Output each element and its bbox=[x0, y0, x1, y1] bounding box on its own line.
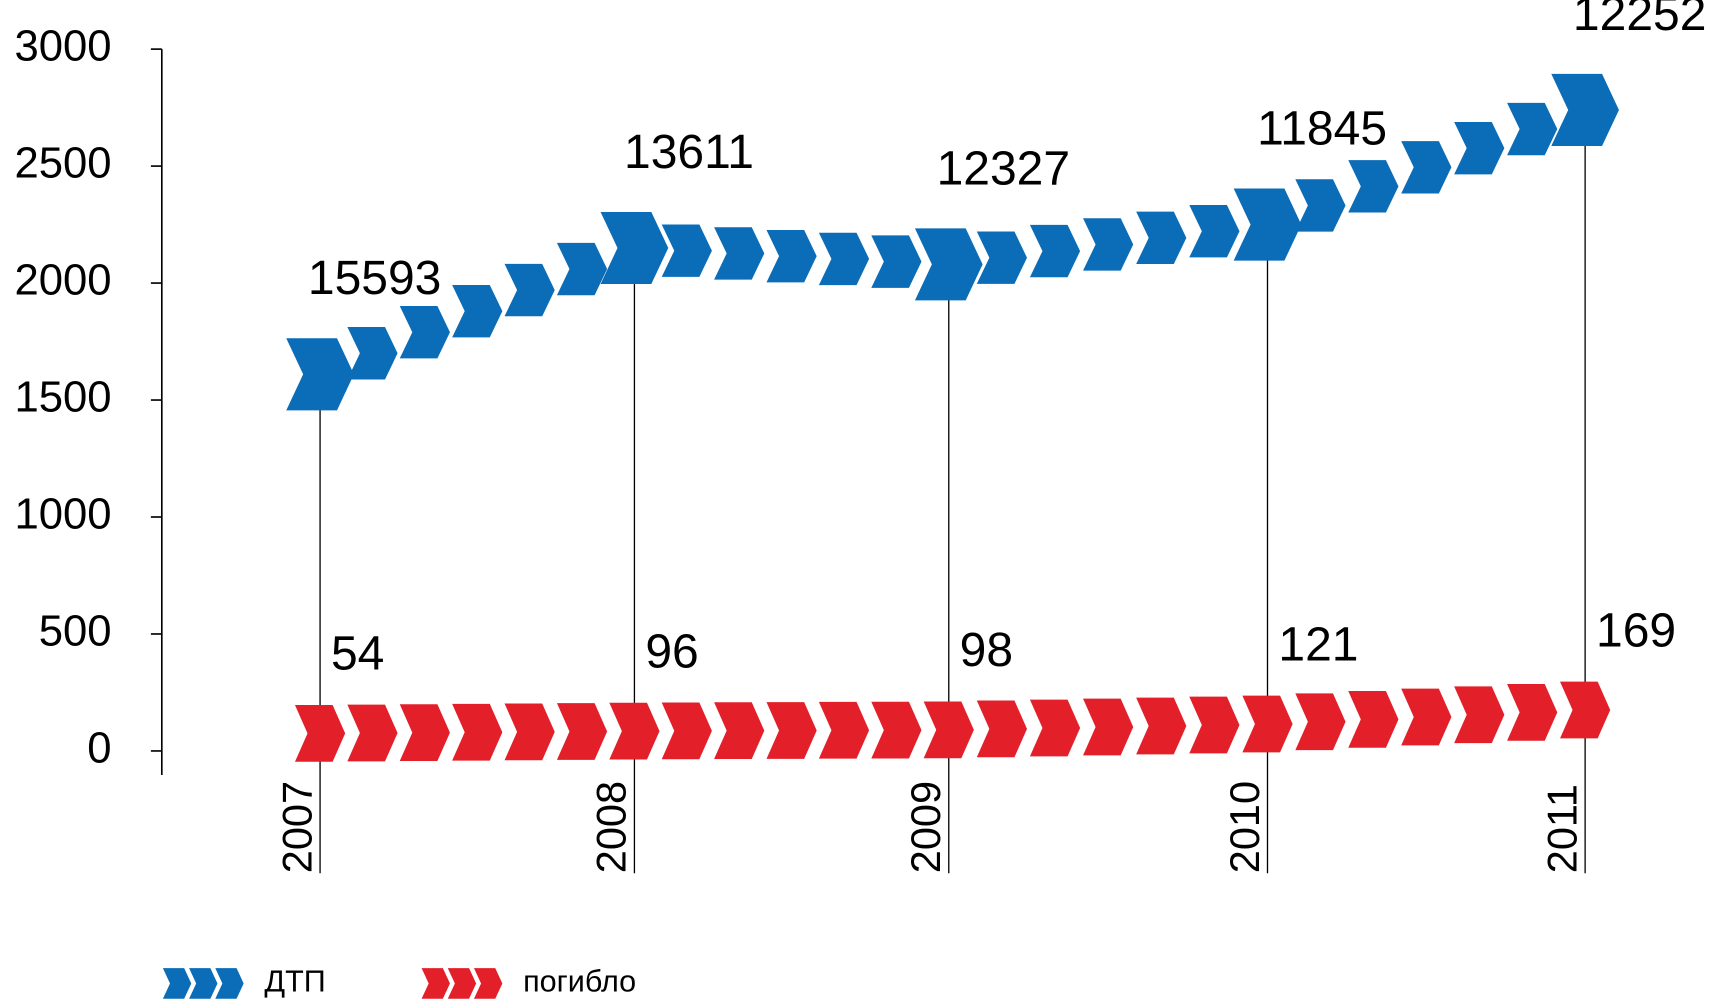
chevron-fill bbox=[1083, 698, 1134, 756]
point-label: 98 bbox=[960, 624, 1013, 677]
point-label: 54 bbox=[331, 628, 384, 681]
point-label: 121 bbox=[1278, 618, 1358, 671]
chevron-point bbox=[294, 705, 346, 762]
chevron-fill bbox=[347, 704, 398, 762]
chevron-fill bbox=[871, 701, 922, 759]
chevron-fill bbox=[1083, 218, 1134, 271]
chevron-fill bbox=[871, 235, 922, 288]
legend-swatch bbox=[189, 968, 218, 999]
chevron-fill bbox=[766, 229, 817, 283]
chevron-fill bbox=[452, 703, 503, 761]
chevron-fill bbox=[504, 263, 555, 317]
chevron-point bbox=[923, 701, 974, 759]
point-label: 15593 bbox=[308, 252, 442, 305]
legend-label: ДТП bbox=[264, 965, 325, 999]
chevron-fill bbox=[1401, 141, 1452, 194]
y-tick-label: 2500 bbox=[14, 139, 111, 188]
point-label: 12327 bbox=[937, 142, 1071, 195]
point-label: 12252 bbox=[1573, 0, 1707, 41]
chevron-fill bbox=[1029, 699, 1081, 757]
chevron-fill bbox=[1136, 211, 1187, 265]
chevron-fill bbox=[1507, 683, 1558, 741]
y-tick-label: 500 bbox=[39, 607, 112, 656]
chevron-fill bbox=[556, 242, 608, 296]
point-label: 169 bbox=[1596, 604, 1676, 657]
chevron-fill bbox=[1029, 224, 1081, 278]
chevron-fill bbox=[1348, 690, 1399, 748]
chevron-fill bbox=[661, 224, 712, 277]
x-tick-label: 2007 bbox=[273, 781, 320, 873]
x-tick-label: 2011 bbox=[1538, 784, 1585, 873]
chevron-point bbox=[914, 228, 983, 301]
chevron-fill bbox=[818, 232, 870, 286]
chevron-point bbox=[1560, 681, 1611, 739]
chevron-point bbox=[609, 702, 660, 760]
x-tick-label: 2010 bbox=[1221, 781, 1268, 873]
chevron-fill bbox=[399, 704, 450, 762]
point-label: 96 bbox=[645, 625, 698, 678]
y-tick-label: 3000 bbox=[14, 22, 111, 71]
y-tick-label: 1500 bbox=[14, 373, 111, 422]
chevron-fill bbox=[818, 701, 870, 759]
chevron-point bbox=[1233, 188, 1302, 261]
legend-label: погибло bbox=[523, 965, 636, 999]
chevron-fill bbox=[976, 700, 1028, 758]
y-tick-label: 0 bbox=[87, 723, 111, 772]
chevron-fill bbox=[1348, 160, 1399, 213]
chevron-fill bbox=[1136, 697, 1187, 755]
chevron-fill bbox=[1401, 688, 1452, 746]
chevron-fill bbox=[661, 702, 712, 760]
chevron-fill bbox=[714, 702, 765, 760]
y-tick-label: 1000 bbox=[14, 490, 111, 539]
chevron-fill bbox=[1189, 696, 1240, 754]
chevron-fill bbox=[1295, 693, 1346, 751]
chevron-fill bbox=[1454, 686, 1505, 744]
chevron-fill bbox=[504, 703, 555, 761]
y-tick-label: 2000 bbox=[14, 256, 111, 305]
chevron-point bbox=[600, 211, 669, 284]
chevron-point bbox=[286, 338, 354, 411]
x-tick-label: 2009 bbox=[902, 781, 949, 873]
chevron-fill bbox=[1507, 102, 1558, 156]
chevron-point bbox=[1242, 695, 1293, 753]
chevron-fill bbox=[1295, 179, 1346, 232]
chevron-fill bbox=[452, 284, 503, 338]
point-label: 13611 bbox=[624, 126, 754, 179]
legend-swatch bbox=[473, 968, 503, 999]
chevron-fill bbox=[976, 231, 1028, 284]
point-label: 11845 bbox=[1257, 102, 1387, 155]
chevron-fill bbox=[347, 327, 398, 380]
chevron-fill bbox=[766, 702, 817, 759]
chevron-fill bbox=[399, 305, 450, 359]
legend-swatch bbox=[447, 968, 477, 999]
x-tick-label: 2008 bbox=[588, 781, 635, 873]
chevron-fill bbox=[1454, 121, 1505, 175]
chevron-point bbox=[1551, 73, 1619, 146]
legend-swatch bbox=[162, 968, 192, 999]
legend-swatch bbox=[421, 968, 450, 999]
chevron-fill bbox=[714, 227, 765, 280]
legend-swatch bbox=[215, 968, 244, 999]
chevron-fill bbox=[556, 703, 608, 760]
chevron-fill bbox=[1189, 205, 1240, 258]
